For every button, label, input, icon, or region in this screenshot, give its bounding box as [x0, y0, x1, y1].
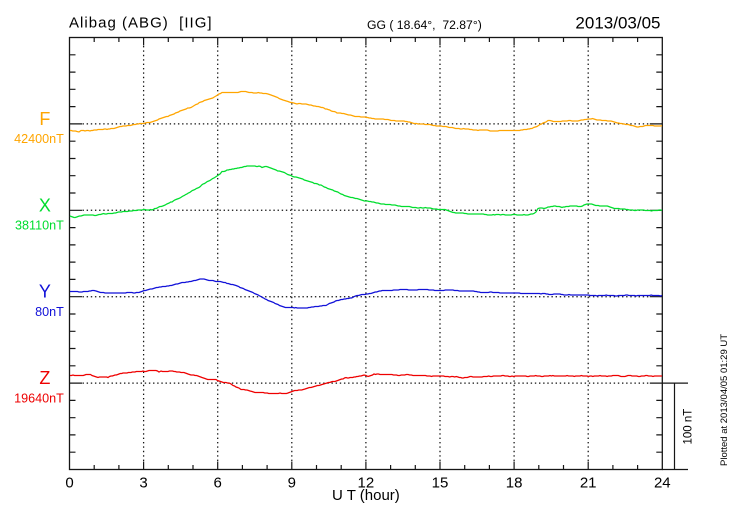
svg-text:100 nT: 100 nT	[683, 409, 695, 445]
svg-text:24: 24	[654, 475, 671, 492]
svg-text:Plotted at 2013/04/05 01:29 UT: Plotted at 2013/04/05 01:29 UT	[719, 334, 730, 466]
svg-text:15: 15	[432, 475, 449, 492]
svg-text:2013/03/05: 2013/03/05	[575, 14, 660, 33]
svg-text:12: 12	[358, 475, 375, 492]
svg-text:80nT: 80nT	[35, 305, 64, 319]
svg-text:19640nT: 19640nT	[14, 391, 64, 405]
svg-text:Z: Z	[39, 368, 50, 388]
svg-text:38110nT: 38110nT	[15, 219, 64, 233]
svg-text:F: F	[39, 109, 50, 129]
svg-text:0: 0	[65, 475, 73, 492]
svg-text:21: 21	[580, 475, 597, 492]
svg-text:6: 6	[214, 475, 222, 492]
svg-text:42400nT: 42400nT	[14, 132, 64, 146]
svg-text:3: 3	[139, 475, 147, 492]
svg-text:U T (hour): U T (hour)	[332, 487, 400, 504]
svg-text:GG ( 18.64°, 72.87°): GG ( 18.64°, 72.87°)	[367, 18, 482, 32]
svg-text:18: 18	[506, 475, 523, 492]
svg-text:X: X	[39, 195, 51, 215]
svg-text:Alibag (ABG) [IIG]: Alibag (ABG) [IIG]	[69, 15, 213, 32]
svg-text:9: 9	[288, 475, 296, 492]
svg-text:Y: Y	[39, 282, 51, 302]
